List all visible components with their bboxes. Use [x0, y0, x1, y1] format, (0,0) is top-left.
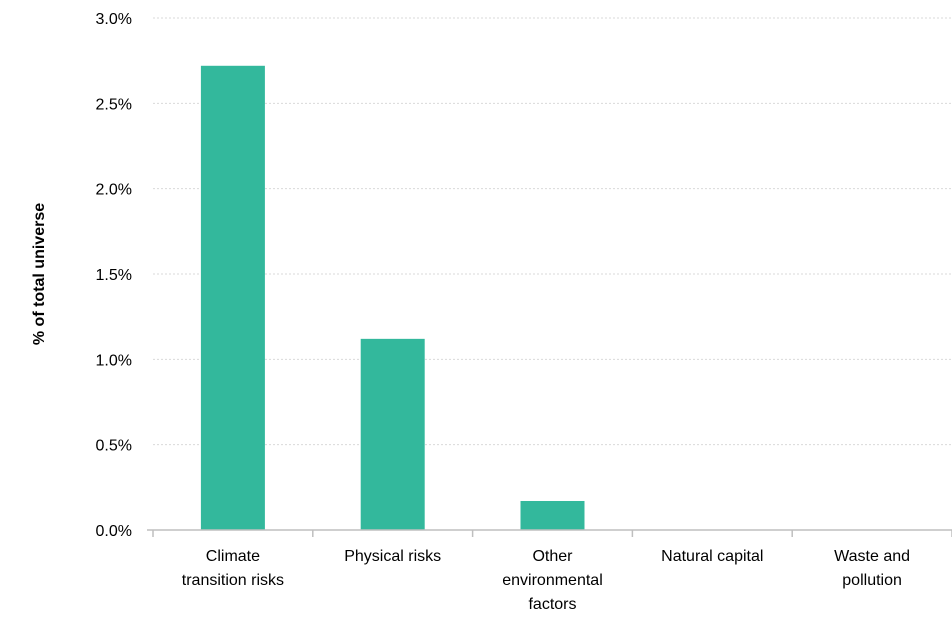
y-tick-label: 1.5%: [96, 267, 132, 284]
y-tick-label: 3.0%: [96, 11, 132, 28]
bars: [200, 65, 585, 530]
bar: [520, 500, 585, 530]
x-category-label: Natural capital: [661, 548, 763, 565]
x-category-label: Physical risks: [344, 548, 441, 565]
bar: [200, 65, 265, 530]
x-category-labels: Climate transition risks Physical risks Oth…: [182, 548, 910, 613]
bar: [360, 338, 425, 530]
y-tick-label: 2.5%: [96, 96, 132, 113]
x-category-label: Climate transition risks: [182, 548, 284, 589]
y-tick-label: 0.0%: [96, 523, 132, 540]
y-tick-label: 0.5%: [96, 438, 132, 455]
y-tick-labels: 0.0% 0.5% 1.0% 1.5% 2.0% 2.5% 3.0%: [96, 11, 132, 540]
y-axis-title: % of total universe: [31, 203, 48, 345]
x-category-label: Waste and pollution: [834, 548, 910, 589]
gridlines: [153, 17, 952, 446]
axes: [147, 529, 952, 537]
y-tick-label: 2.0%: [96, 182, 132, 199]
y-tick-label: 1.0%: [96, 352, 132, 369]
x-category-label: Other environmental factors: [502, 548, 603, 613]
